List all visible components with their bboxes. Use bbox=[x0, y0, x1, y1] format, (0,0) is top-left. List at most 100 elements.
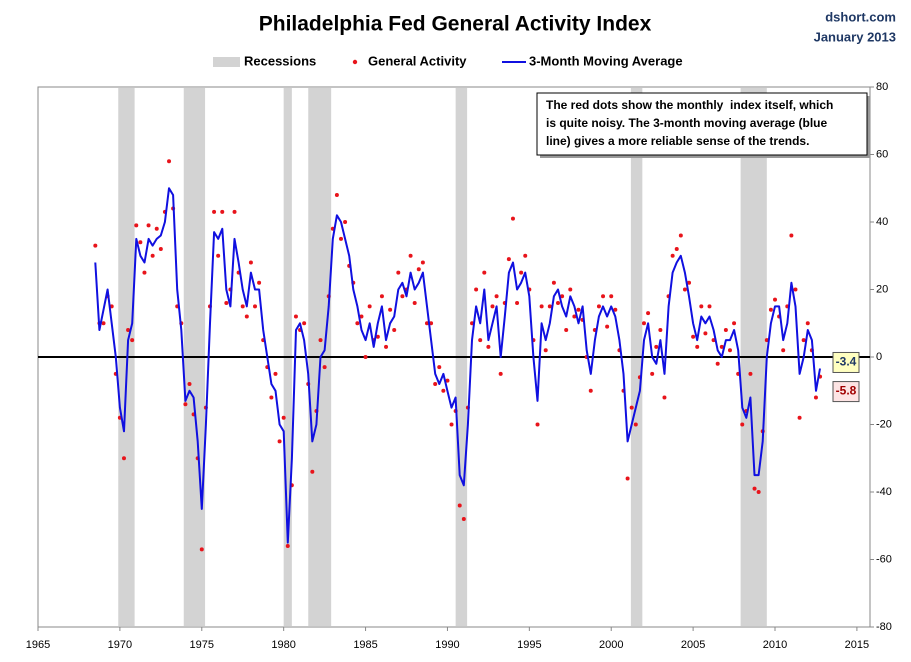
data-dot bbox=[310, 469, 315, 474]
data-dot bbox=[359, 314, 364, 319]
data-dot bbox=[723, 328, 728, 332]
data-dot bbox=[756, 490, 761, 494]
data-dot bbox=[510, 216, 515, 221]
annotation-text: is quite noisy. The 3-month moving avera… bbox=[546, 116, 827, 130]
data-dot bbox=[699, 304, 704, 309]
dot-end-label-box bbox=[832, 381, 860, 403]
data-dot bbox=[318, 338, 323, 343]
data-dot bbox=[789, 233, 794, 238]
annotation-text: line) gives a more reliable sense of the… bbox=[546, 134, 809, 148]
annotation-box bbox=[536, 92, 868, 156]
date: January 2013 bbox=[814, 29, 896, 44]
data-dot bbox=[216, 253, 221, 258]
data-dot bbox=[142, 270, 147, 275]
data-dot bbox=[126, 328, 131, 332]
data-dot bbox=[408, 253, 413, 258]
data-dot bbox=[662, 395, 667, 400]
y-tick-label: -60 bbox=[876, 553, 892, 565]
data-dot bbox=[293, 314, 298, 319]
data-dot bbox=[167, 159, 172, 164]
data-dot bbox=[682, 287, 687, 292]
data-dot bbox=[719, 344, 724, 349]
legend-label: 3-Month Moving Average bbox=[529, 53, 683, 68]
x-tick-label: 1990 bbox=[435, 639, 459, 651]
data-dot bbox=[678, 233, 683, 238]
data-dot bbox=[629, 405, 634, 410]
y-tick-label: -20 bbox=[876, 418, 892, 430]
data-dot bbox=[322, 365, 327, 370]
data-dot bbox=[355, 321, 360, 326]
x-tick-label: 2000 bbox=[599, 639, 623, 651]
data-dot bbox=[797, 415, 802, 420]
data-dot bbox=[564, 328, 569, 332]
x-tick-label: 1980 bbox=[271, 639, 295, 651]
data-dot bbox=[363, 355, 368, 359]
data-dot bbox=[420, 260, 425, 265]
x-tick-label: 1970 bbox=[108, 639, 132, 651]
y-tick-label: 80 bbox=[876, 81, 888, 93]
legend-label: Recessions bbox=[244, 53, 316, 68]
x-tick-label: 1975 bbox=[190, 639, 214, 651]
legend-swatch-recessions bbox=[213, 57, 240, 67]
data-dot bbox=[367, 304, 372, 309]
data-dot bbox=[740, 422, 745, 427]
dot-end-label: -5.8 bbox=[836, 384, 857, 398]
data-dot bbox=[486, 344, 491, 349]
data-dot bbox=[588, 388, 593, 393]
annotation-text: The red dots show the monthly index itse… bbox=[546, 98, 833, 112]
y-tick-label: -80 bbox=[876, 621, 892, 633]
data-dot bbox=[400, 294, 405, 299]
data-dot bbox=[609, 294, 614, 299]
data-dot bbox=[257, 280, 262, 285]
data-dot bbox=[601, 294, 606, 299]
data-dot bbox=[343, 220, 348, 224]
data-dot bbox=[285, 544, 290, 548]
data-dot bbox=[334, 193, 339, 197]
moving-average-line bbox=[94, 187, 821, 544]
data-dot bbox=[441, 388, 446, 393]
data-dot bbox=[691, 334, 696, 339]
data-dot bbox=[539, 304, 544, 309]
ma-end-label: -3.4 bbox=[836, 355, 857, 369]
legend: Recessions General Activity 3-Month Movi… bbox=[213, 53, 683, 68]
x-tick-label: 1965 bbox=[26, 639, 50, 651]
data-dot bbox=[396, 270, 401, 275]
data-dot bbox=[707, 304, 712, 309]
data-dot bbox=[461, 517, 466, 521]
data-dot bbox=[551, 280, 556, 285]
data-dot bbox=[240, 304, 245, 309]
data-dot bbox=[727, 348, 732, 353]
data-dot bbox=[506, 257, 511, 262]
data-dot bbox=[388, 307, 393, 312]
legend-label: General Activity bbox=[368, 53, 467, 68]
data-dot bbox=[244, 314, 249, 319]
data-dot bbox=[474, 287, 479, 292]
data-dot bbox=[576, 307, 581, 312]
data-dot bbox=[478, 338, 483, 343]
data-dot bbox=[187, 382, 192, 386]
data-dot bbox=[560, 294, 565, 299]
data-dot bbox=[281, 415, 286, 420]
x-tick-label: 2010 bbox=[763, 639, 787, 651]
y-tick-label: 0 bbox=[876, 351, 882, 363]
data-dot bbox=[670, 253, 675, 258]
data-dot bbox=[220, 209, 225, 214]
data-dot bbox=[277, 439, 282, 444]
data-dot bbox=[519, 270, 524, 275]
data-dot bbox=[654, 344, 659, 349]
data-dot bbox=[384, 344, 389, 349]
data-dot bbox=[646, 311, 651, 316]
data-dot bbox=[375, 334, 380, 339]
data-dot bbox=[445, 378, 450, 383]
data-dot bbox=[633, 422, 638, 427]
data-dot bbox=[625, 476, 630, 481]
data-dot bbox=[338, 236, 343, 241]
data-dot bbox=[658, 328, 663, 332]
data-dot bbox=[449, 422, 454, 427]
data-dot bbox=[433, 382, 438, 386]
data-dot bbox=[101, 321, 106, 326]
x-tick-label: 2005 bbox=[681, 639, 705, 651]
data-dot bbox=[605, 324, 610, 329]
data-dot bbox=[781, 348, 786, 353]
data-dot bbox=[134, 223, 139, 228]
